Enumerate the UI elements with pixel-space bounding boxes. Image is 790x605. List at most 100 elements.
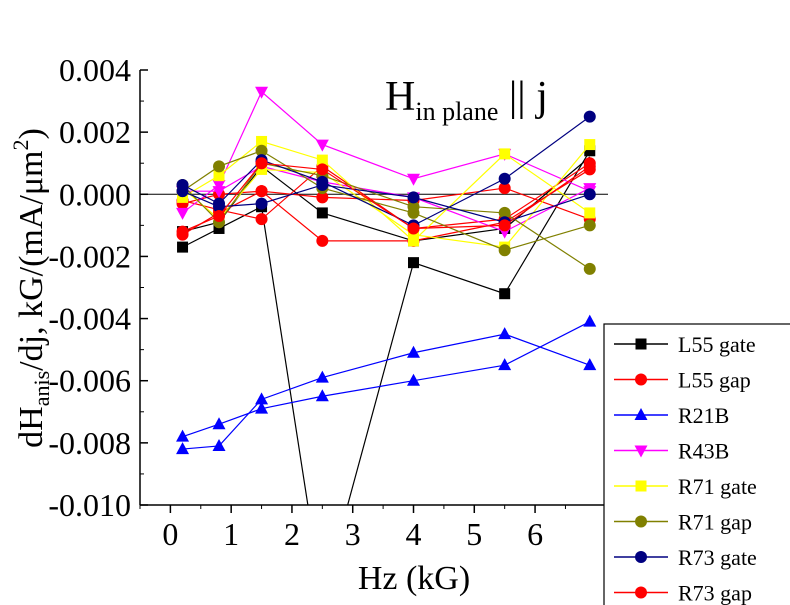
chart-annotation: Hin plane || j bbox=[385, 74, 548, 126]
data-point bbox=[583, 314, 597, 327]
y-tick-label: -0.010 bbox=[48, 487, 131, 523]
data-point bbox=[316, 163, 329, 176]
data-point bbox=[213, 210, 226, 223]
y-tick-label: -0.006 bbox=[48, 363, 131, 399]
data-point bbox=[256, 135, 268, 147]
data-point bbox=[255, 197, 268, 210]
x-axis-title: Hz (kG) bbox=[358, 560, 470, 597]
x-tick-label: 2 bbox=[284, 516, 300, 552]
data-point bbox=[255, 157, 268, 170]
data-point bbox=[316, 207, 328, 219]
data-point bbox=[499, 288, 511, 300]
legend-swatch-marker bbox=[635, 551, 647, 563]
data-point bbox=[316, 191, 329, 204]
data-point bbox=[213, 222, 225, 234]
legend-entry: R73 gap bbox=[614, 581, 752, 605]
x-tick-label: 3 bbox=[345, 516, 361, 552]
y-tick-label: 0.002 bbox=[59, 114, 131, 150]
axes: 0.004 0.002 0.000 -0.002 -0.004 -0.006 -0.008 -… bbox=[48, 52, 608, 552]
data-point bbox=[177, 241, 189, 253]
legend-swatch-marker bbox=[635, 338, 647, 350]
data-point bbox=[315, 370, 329, 383]
legend-swatch-marker bbox=[634, 408, 648, 420]
series-line bbox=[347, 150, 591, 505]
legend: L55 gate L55 gap R21B R43B R71 gate R71 gap R7… bbox=[603, 323, 790, 605]
data-point bbox=[407, 200, 420, 213]
legend-entry: R73 gate bbox=[614, 545, 757, 570]
data-point bbox=[212, 186, 226, 199]
data-point bbox=[213, 160, 226, 173]
data-point bbox=[256, 163, 268, 175]
data-point bbox=[176, 429, 190, 442]
data-point bbox=[255, 185, 268, 198]
data-point bbox=[176, 207, 190, 220]
data-point bbox=[583, 358, 597, 371]
data-point bbox=[407, 191, 420, 204]
data-point bbox=[212, 179, 226, 192]
data-point bbox=[499, 148, 511, 160]
y-tick-label: -0.002 bbox=[48, 238, 131, 274]
y-tick-label: 0.004 bbox=[59, 52, 131, 88]
data-point bbox=[255, 401, 269, 414]
annotation-tail: || j bbox=[498, 74, 548, 120]
x-tick-label: 4 bbox=[406, 516, 422, 552]
legend-entry: R21B bbox=[614, 403, 729, 428]
legend-label: R73 gap bbox=[678, 581, 752, 605]
series-r73-gap bbox=[176, 157, 596, 238]
series-line bbox=[182, 333, 590, 450]
data-point bbox=[213, 170, 225, 182]
legend-swatch-marker bbox=[635, 586, 647, 599]
data-point bbox=[498, 172, 511, 185]
data-point bbox=[498, 206, 511, 219]
series-line bbox=[182, 144, 591, 248]
data-point bbox=[584, 139, 596, 151]
legend-label: R21B bbox=[678, 403, 729, 428]
data-point bbox=[176, 225, 189, 238]
legend-label: R73 gate bbox=[678, 545, 757, 570]
x-tick-label: 6 bbox=[527, 516, 543, 552]
series-line bbox=[182, 165, 591, 233]
legend-swatch-marker bbox=[634, 445, 648, 458]
data-point bbox=[407, 373, 421, 386]
y-tick-label: -0.004 bbox=[48, 301, 131, 337]
data-point bbox=[583, 110, 596, 123]
y-axis-title-sup: 2 bbox=[8, 139, 33, 150]
data-point bbox=[408, 257, 420, 269]
data-point bbox=[255, 392, 269, 405]
y-axis-title-mid: /dj, kG/(mA/μm bbox=[13, 150, 50, 370]
data-point bbox=[315, 139, 329, 152]
legend-label: R43B bbox=[678, 439, 729, 464]
x-tick-label: 0 bbox=[162, 516, 178, 552]
data-point bbox=[212, 417, 226, 430]
legend-label: L55 gap bbox=[678, 368, 751, 393]
legend-swatch-marker bbox=[635, 515, 647, 528]
data-point bbox=[407, 345, 421, 358]
series-r73-gate bbox=[176, 110, 596, 232]
data-point bbox=[316, 154, 328, 166]
data-point bbox=[255, 213, 268, 226]
data-point bbox=[498, 244, 511, 257]
data-point bbox=[408, 235, 420, 247]
data-point bbox=[255, 144, 268, 157]
data-point bbox=[498, 219, 511, 232]
data-point bbox=[583, 262, 596, 275]
legend-entry: L55 gate bbox=[614, 332, 756, 357]
data-point bbox=[316, 178, 329, 191]
plot-area bbox=[140, 86, 608, 505]
data-point bbox=[176, 442, 190, 455]
legend-swatch-marker bbox=[635, 480, 647, 492]
data-point bbox=[316, 234, 329, 247]
x-tick-label: 1 bbox=[223, 516, 239, 552]
data-point bbox=[583, 219, 596, 232]
legend-swatch-marker bbox=[635, 373, 647, 386]
data-point bbox=[584, 145, 596, 157]
data-point bbox=[212, 438, 226, 451]
data-point bbox=[213, 200, 226, 213]
y-axis-title-post: ) bbox=[13, 128, 50, 139]
legend-box bbox=[603, 323, 790, 605]
y-axis-title-pre: dH bbox=[13, 406, 50, 448]
x-tick-label: 5 bbox=[466, 516, 482, 552]
series-l55-gap bbox=[176, 157, 596, 247]
legend-label: R71 gate bbox=[678, 474, 757, 499]
